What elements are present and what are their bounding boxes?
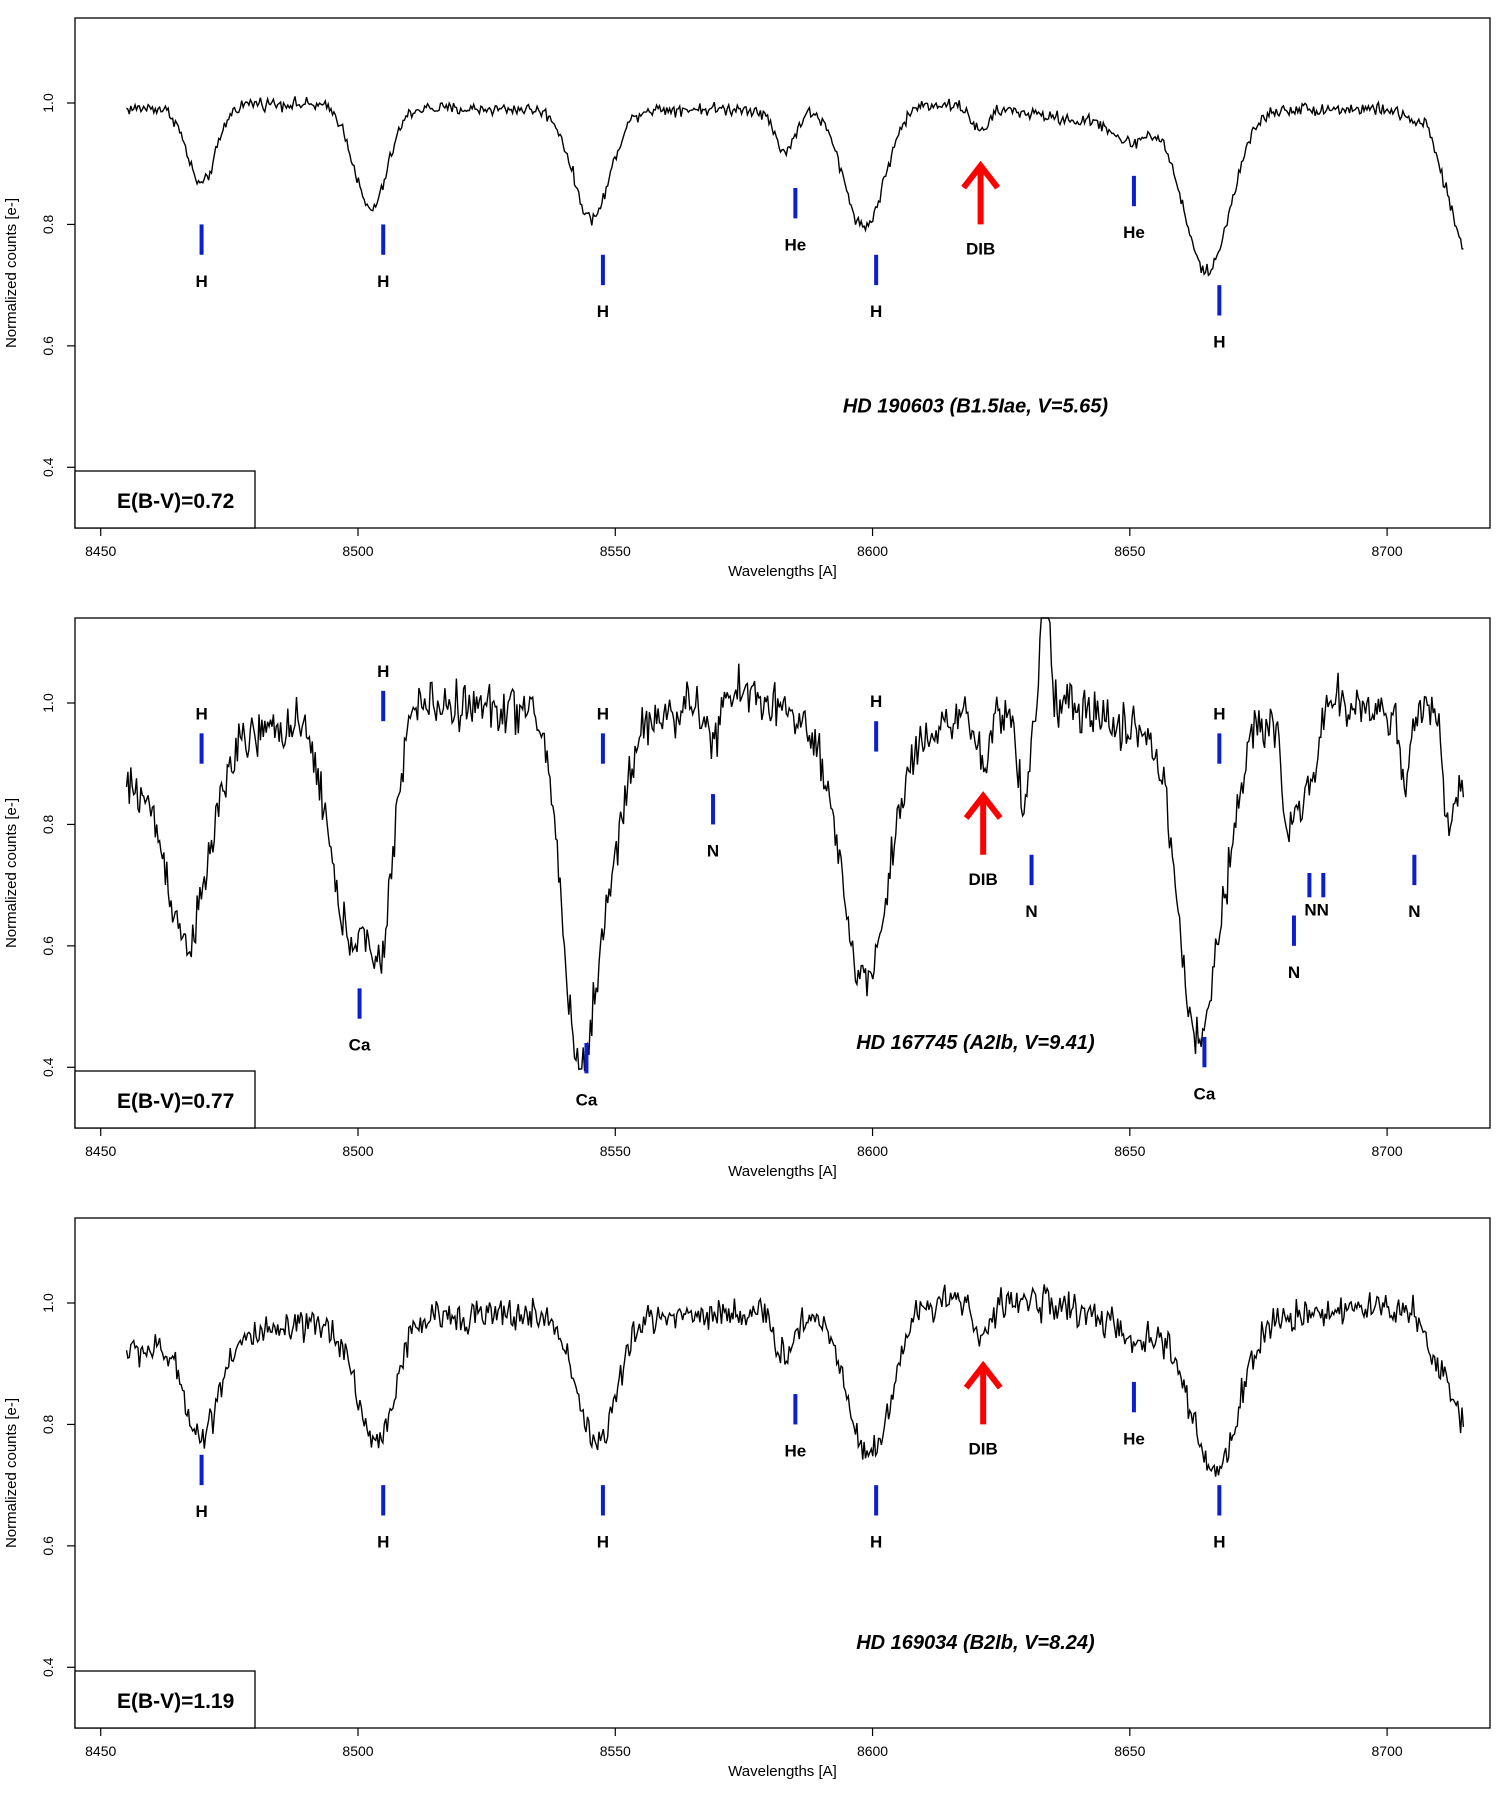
line-marker-label: H	[1213, 1533, 1225, 1552]
line-marker-label: H	[597, 1533, 609, 1552]
x-tick-label: 8650	[1114, 1743, 1145, 1759]
spectrum-line	[125, 617, 1465, 1072]
star-title: HD 190603 (B1.5Iae, V=5.65)	[843, 396, 1109, 418]
dib-arrow-head	[963, 791, 1003, 820]
y-tick-label: 0.6	[40, 1536, 56, 1556]
x-tick-label: 8500	[342, 543, 373, 559]
line-marker-label: He	[784, 1441, 806, 1460]
star-title: HD 169034 (B2Ib, V=8.24)	[856, 1632, 1095, 1654]
line-marker-label: N	[1408, 902, 1420, 921]
axis-layer: 8450 8500 8550 8600 8650 8700 0.4 0.6 0.8 1.0	[40, 1217, 1491, 1759]
y-tick-label: 1.0	[40, 1293, 56, 1313]
x-tick-label: 8600	[857, 543, 888, 559]
line-marker-label: H	[1213, 704, 1225, 723]
x-tick-label: 8450	[85, 543, 116, 559]
star-title: HD 167745 (A2Ib, V=9.41)	[856, 1032, 1095, 1054]
dib-label: DIB	[969, 1439, 998, 1458]
x-tick-label: 8550	[600, 1743, 631, 1759]
reddening-box	[74, 1070, 256, 1129]
line-marker-label: H	[195, 704, 207, 723]
y-tick-label: 0.8	[40, 214, 56, 234]
y-tick-label: 1.0	[40, 93, 56, 113]
y-tick-label: 0.4	[40, 1657, 56, 1677]
x-tick-label: 8700	[1372, 543, 1403, 559]
line-marker-label: H	[377, 272, 389, 291]
y-tick-label: 0.8	[40, 1414, 56, 1434]
line-marker-layer: H H H He H He H DIB	[195, 1360, 1225, 1552]
x-tick-label: 8550	[600, 1143, 631, 1159]
x-tick-label: 8450	[85, 1743, 116, 1759]
line-marker-label: N	[1025, 902, 1037, 921]
x-tick-label: 8650	[1114, 1143, 1145, 1159]
spectrum-line	[125, 1284, 1465, 1477]
reddening-box	[74, 1670, 256, 1729]
axis-layer: 8450 8500 8550 8600 8650 8700 0.4 0.6 0.8 1.0	[40, 17, 1491, 559]
y-axis-title: Normalized counts [e-]	[3, 798, 20, 948]
line-marker-layer: HHHHHCaCaCaNNNNNNNNDIB	[195, 662, 1420, 1110]
dib-label: DIB	[966, 239, 995, 258]
line-marker-label: H	[195, 272, 207, 291]
x-tick-label: 8550	[600, 543, 631, 559]
reddening-label: E(B-V)=0.77	[117, 1090, 234, 1113]
line-marker-label: He	[784, 235, 806, 254]
line-marker-layer: H H H He H He H DIB	[195, 160, 1225, 352]
reddening-label: E(B-V)=1.19	[117, 1690, 234, 1713]
line-marker-label: NN	[1304, 900, 1329, 919]
y-tick-label: 1.0	[40, 693, 56, 713]
spectrum-panel-2: 8450 8500 8550 8600 8650 8700 0.4 0.6 0.8 1.0 H H H…	[3, 617, 1491, 1180]
line-marker-label: H	[377, 662, 389, 681]
line-marker-label: He	[1123, 1429, 1145, 1448]
y-tick-label: 0.4	[40, 1057, 56, 1077]
line-marker-label: H	[870, 1533, 882, 1552]
x-axis-title: Wavelengths [A]	[728, 563, 837, 580]
plot-frame	[74, 17, 1491, 529]
dib-label: DIB	[969, 870, 998, 889]
y-axis-title: Normalized counts [e-]	[3, 1398, 20, 1548]
y-tick-label: 0.8	[40, 814, 56, 834]
plot-frame	[74, 617, 1491, 1129]
x-tick-label: 8700	[1372, 1743, 1403, 1759]
x-tick-label: 8700	[1372, 1143, 1403, 1159]
reddening-box	[74, 470, 256, 529]
x-tick-label: 8600	[857, 1743, 888, 1759]
dib-arrow-head	[963, 1360, 1003, 1390]
line-marker-label: H	[597, 704, 609, 723]
line-marker-label: N	[707, 841, 719, 860]
line-marker-label: H	[377, 1533, 389, 1552]
line-marker-label: He	[1123, 223, 1145, 242]
x-tick-label: 8600	[857, 1143, 888, 1159]
line-marker-label: N	[1288, 963, 1300, 982]
spectrum-line	[126, 96, 1464, 277]
y-axis-title: Normalized counts [e-]	[3, 198, 20, 348]
y-tick-label: 0.6	[40, 936, 56, 956]
line-marker-label: Ca	[349, 1036, 371, 1055]
reddening-label: E(B-V)=0.72	[117, 490, 234, 513]
y-tick-label: 0.4	[40, 457, 56, 477]
x-tick-label: 8500	[342, 1143, 373, 1159]
x-tick-label: 8650	[1114, 543, 1145, 559]
line-marker-label: H	[195, 1502, 207, 1521]
line-marker-label: H	[870, 692, 882, 711]
plot-frame	[74, 1217, 1491, 1729]
x-tick-label: 8450	[85, 1143, 116, 1159]
x-axis-title: Wavelengths [A]	[728, 1163, 837, 1180]
line-marker-label: Ca	[576, 1090, 598, 1109]
y-tick-label: 0.6	[40, 336, 56, 356]
x-tick-label: 8500	[342, 1743, 373, 1759]
dib-arrow-head	[961, 160, 1000, 190]
line-marker-label: H	[597, 302, 609, 321]
x-axis-title: Wavelengths [A]	[728, 1763, 837, 1780]
line-marker-label: H	[1213, 333, 1225, 352]
line-marker-label: Ca	[1194, 1084, 1216, 1103]
axis-layer: 8450 8500 8550 8600 8650 8700 0.4 0.6 0.8 1.0	[40, 617, 1491, 1159]
line-marker-label: H	[870, 302, 882, 321]
